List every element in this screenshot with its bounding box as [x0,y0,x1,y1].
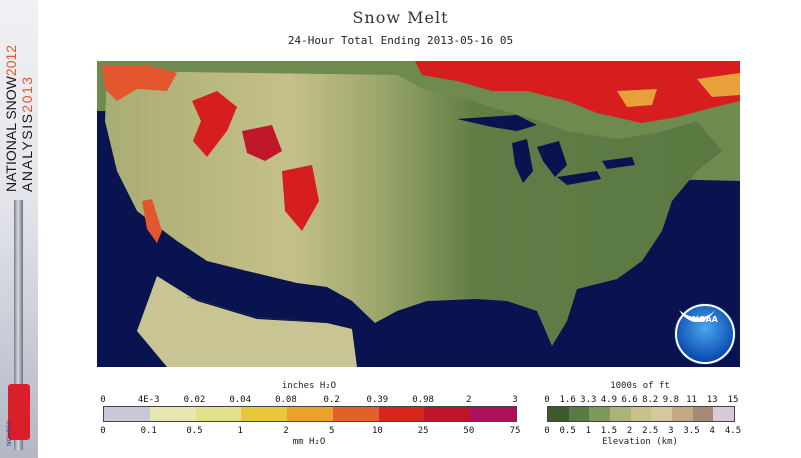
ft-tick: 4.9 [600,395,618,405]
melt-swatch [104,407,150,421]
snow-melt-map: NOAA [97,61,740,367]
mm-tick: 2 [283,426,289,436]
melt-swatch [470,407,517,421]
elevation-swatch [548,407,569,421]
inch-tick: 0 [100,395,106,405]
ft-tick: 13 [706,395,718,405]
map-title: Snow Melt [352,8,449,27]
km-tick: 0 [544,426,550,436]
km-tick: 0.5 [559,426,576,436]
rockies-snowmelt-montana [192,91,237,157]
national-snow-analysis-banner: NATIONAL SNOW2012 ANALYSIS2013 [0,0,38,200]
ft-tick: 0 [544,395,550,405]
km-tick: 2.5 [642,426,659,436]
km-tick: 4 [709,426,715,436]
melt-swatch [149,407,196,421]
rockies-snowmelt-colorado [282,165,319,231]
nohrsc-logo [8,384,30,440]
brand-sidebar: NATIONAL SNOW2012 ANALYSIS2013 NOHRSC [0,0,38,458]
elevation-swatch [713,407,735,421]
inch-tick: 2 [466,395,472,405]
melt-legend-mm-ticks: 0 0.1 0.5 1 2 5 10 25 50 75 [100,426,520,438]
km-tick: 3.5 [683,426,700,436]
melt-swatch [241,407,288,421]
inch-tick: 0.02 [183,395,206,405]
elevation-swatch [651,407,673,421]
inch-tick: 0.08 [275,395,297,405]
elevation-legend-ft-ticks: 0 1.6 3.3 4.9 6.6 8.2 9.8 11 13 15 [544,395,738,407]
mm-tick: 50 [463,426,475,436]
mm-tick: 10 [371,426,383,436]
rockies-snowmelt-north [102,65,177,101]
melt-swatch [424,407,471,421]
elevation-swatch [672,407,693,421]
ft-tick: 1.6 [559,395,576,405]
ft-tick: 8.2 [642,395,659,405]
inch-tick: 0.98 [412,395,434,405]
rockies-snowmelt-wyoming [242,125,282,161]
melt-color-bar [103,406,517,422]
ft-tick: 6.6 [621,395,638,405]
ft-tick: 15 [727,395,739,405]
mm-tick: 25 [417,426,429,436]
inch-tick: 0.2 [323,395,340,405]
ft-tick: 3.3 [580,395,597,405]
melt-swatch [195,407,242,421]
ft-tick: 9.8 [662,395,680,405]
mexico-border [186,296,328,324]
inch-tick: 3 [512,395,518,405]
km-tick: 2 [626,426,633,436]
canada-snowmelt [415,61,740,123]
decorative-pole [14,200,23,450]
brand-line1: NATIONAL SNOW2012 [3,45,19,192]
mm-tick: 5 [328,426,335,436]
inch-tick: 0.39 [366,395,389,405]
noaa-logo: NOAA [675,304,735,364]
sierra-snowmelt [142,199,162,243]
melt-legend-title: inches H₂O [281,381,337,391]
elevation-swatch [589,407,611,421]
melt-legend-inch-ticks: 0 4E-3 0.02 0.04 0.08 0.2 0.39 0.98 2 3 [100,395,518,407]
km-tick: 1 [585,426,591,436]
inch-tick: 0.04 [229,395,252,405]
km-tick: 3 [668,426,674,436]
mm-tick: 0.5 [186,426,203,436]
noaa-bird-icon [679,310,715,322]
elevation-legend-km-ticks: 0 0.5 1 1.5 2 2.5 3 3.5 4 4.5 [544,426,741,438]
inch-tick: 4E-3 [137,395,160,405]
elevation-swatch [630,407,652,421]
melt-legend-unit: mm H₂O [292,437,326,447]
elevation-legend-title: 1000s of ft [610,381,670,391]
melt-swatch [378,407,425,421]
elevation-color-bar [547,406,735,422]
elevation-swatch [568,407,590,421]
mm-tick: 0 [100,426,106,436]
nohrsc-logo-text: NOHRSC [6,420,13,446]
mexico-land [137,276,357,367]
elevation-legend-unit: Elevation (km) [602,437,678,447]
canada-snowmelt-edge [617,73,740,107]
km-tick: 4.5 [724,426,742,436]
melt-swatch [332,407,379,421]
brand-line2: ANALYSIS2013 [19,75,35,192]
ft-tick: 11 [686,395,697,405]
elevation-swatch [610,407,631,421]
mm-tick: 0.1 [140,426,157,436]
mm-tick: 75 [509,426,521,436]
elevation-swatch [692,407,714,421]
great-lakes [457,115,635,185]
map-subtitle: 24-Hour Total Ending 2013-05-16 05 [287,34,514,47]
melt-swatch [287,407,333,421]
mm-tick: 1 [237,426,243,436]
km-tick: 1.5 [600,426,618,436]
